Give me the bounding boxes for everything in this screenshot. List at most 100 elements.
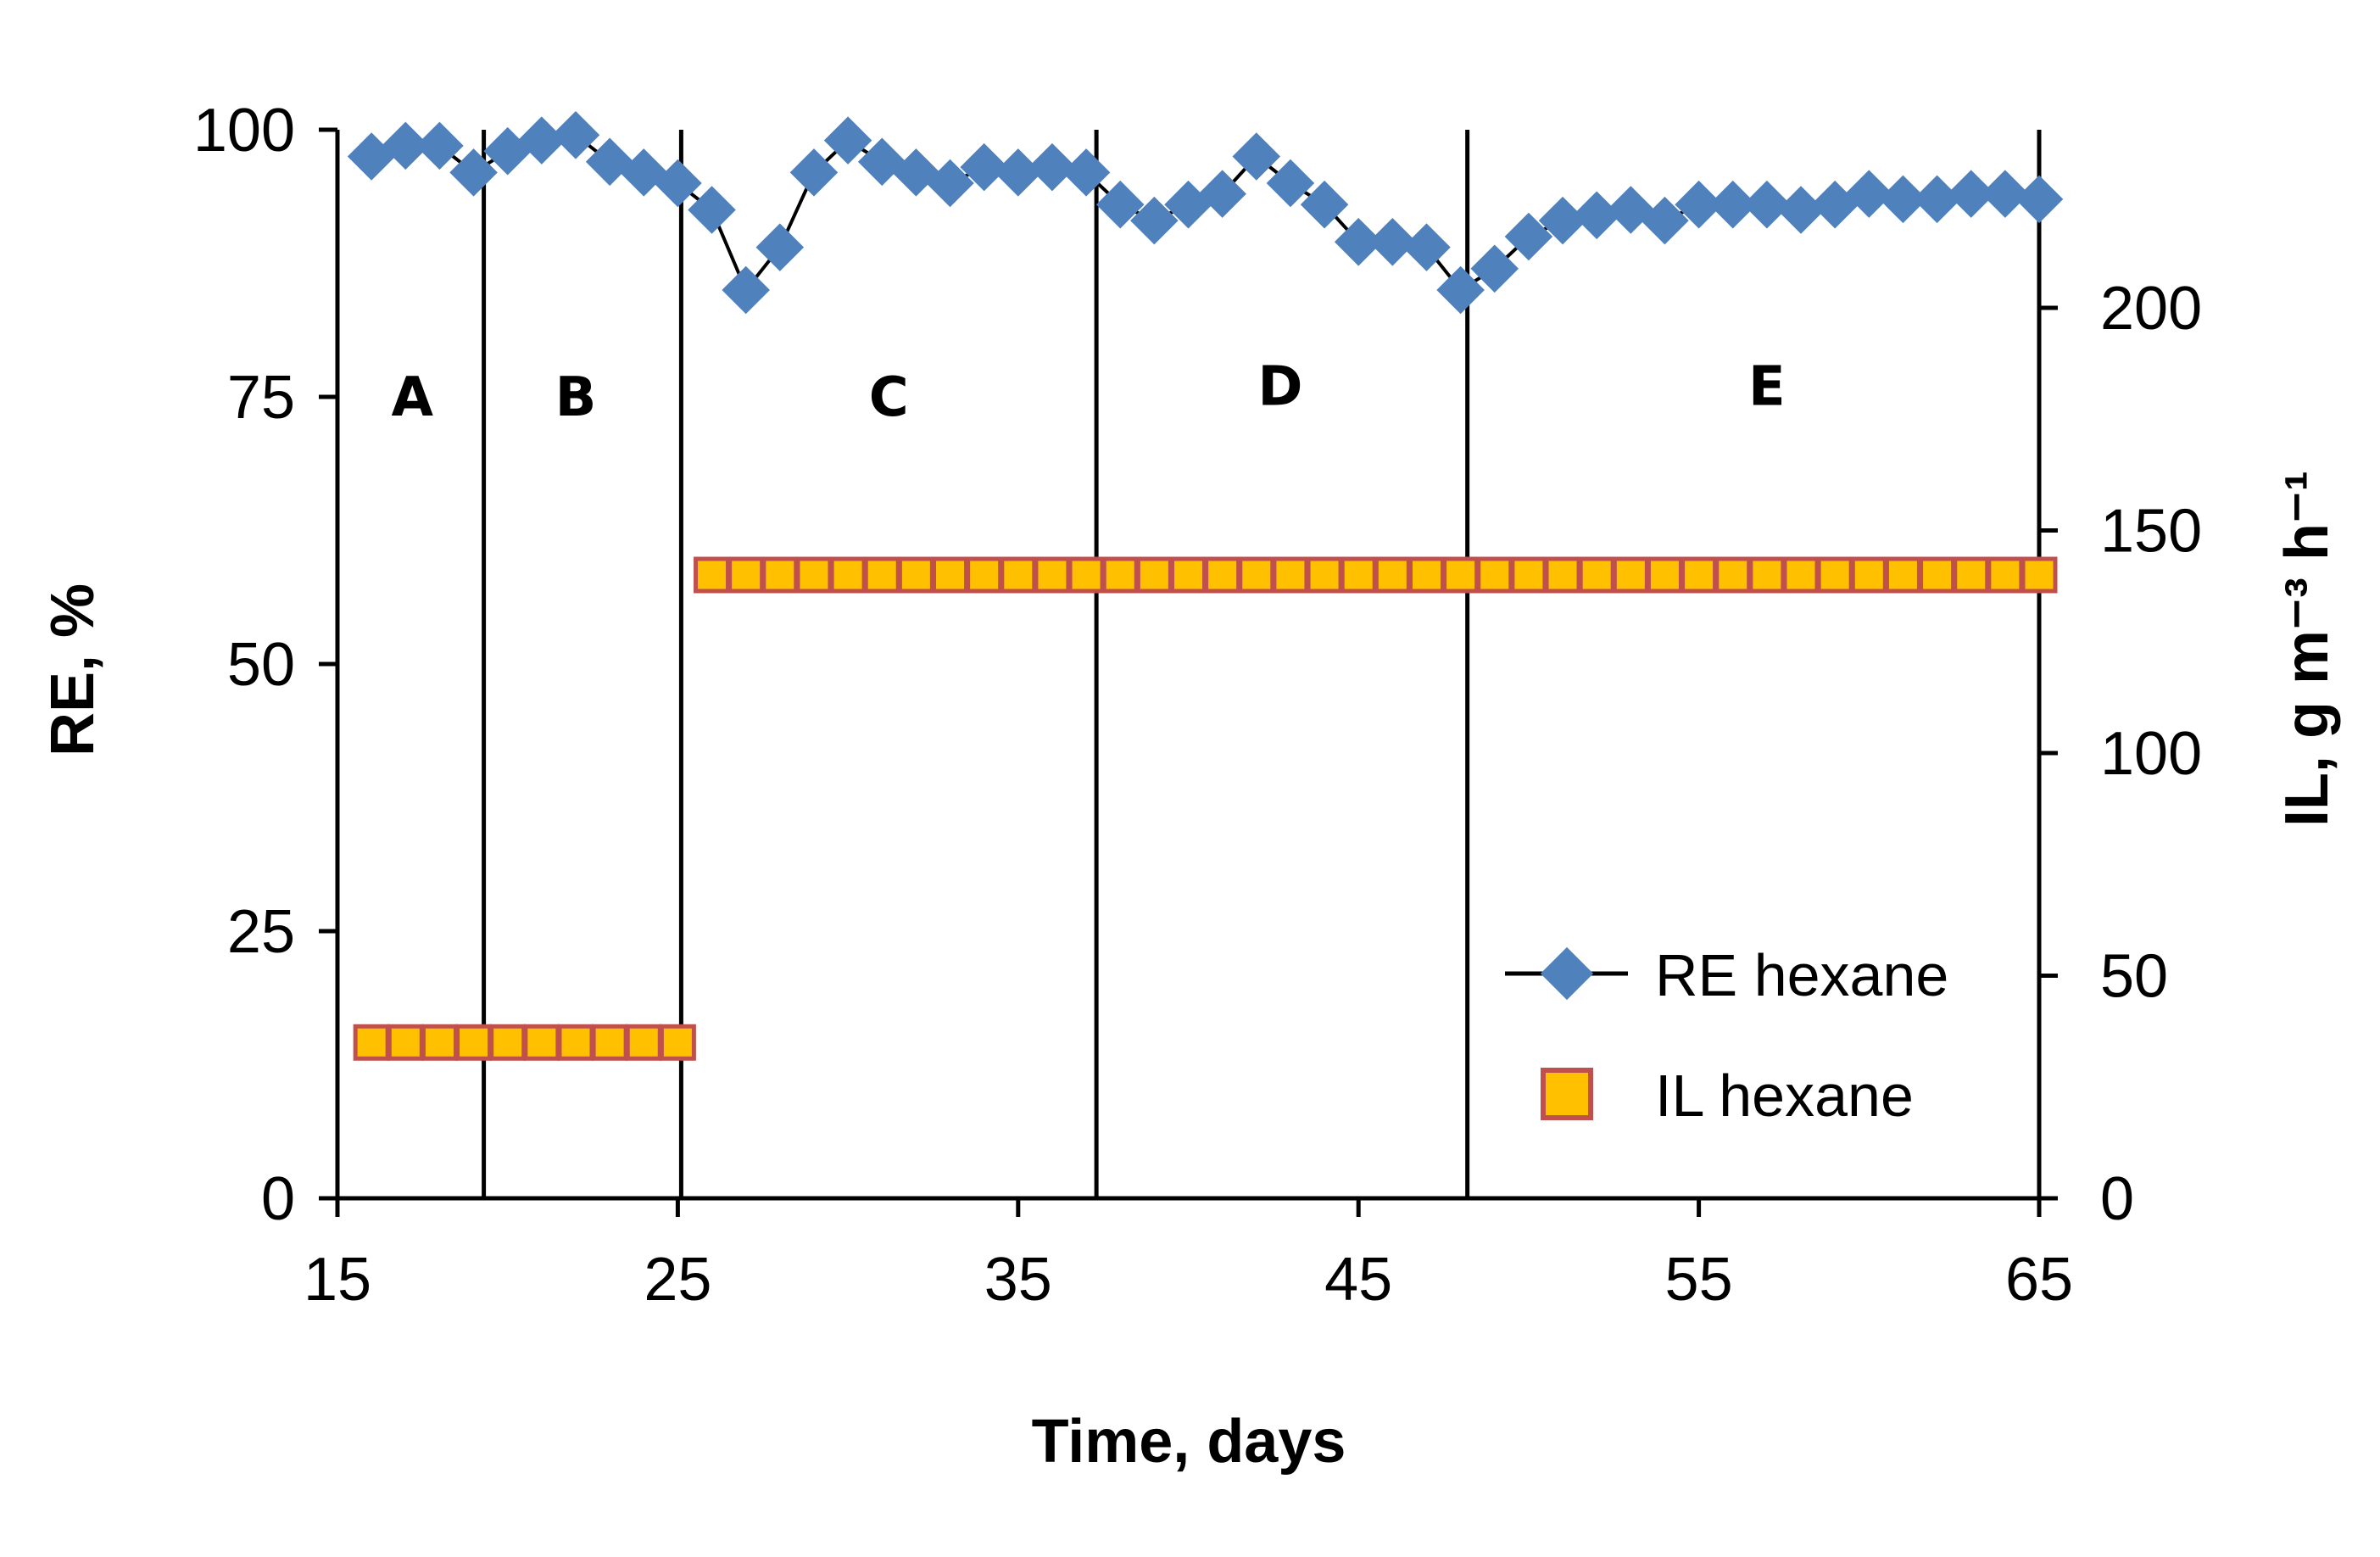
- re-point: [722, 265, 770, 315]
- il-point: [1578, 556, 1615, 594]
- re-point: [1300, 180, 1349, 229]
- re-point: [1845, 170, 1893, 218]
- il-point: [1374, 556, 1411, 594]
- il-point: [1850, 556, 1887, 594]
- y2-tick-label: 0: [2100, 1165, 2134, 1233]
- re-point: [1538, 196, 1587, 245]
- y-tick-label: 25: [227, 898, 295, 966]
- il-point: [1953, 556, 1990, 594]
- re-point: [1913, 175, 1961, 224]
- re-point: [1572, 191, 1621, 240]
- il-point: [795, 556, 833, 594]
- re-point: [1879, 175, 1927, 224]
- il-point: [727, 556, 765, 594]
- re-point: [1368, 218, 1417, 266]
- il-point: [1306, 556, 1343, 594]
- il-point: [1476, 556, 1513, 594]
- y2-axis-title: IL, g m⁻³ h⁻¹: [2273, 471, 2341, 827]
- il-point: [1442, 556, 1480, 594]
- il-point: [1238, 556, 1275, 594]
- phase-labels: A B C D E: [392, 355, 1786, 429]
- il-point: [897, 556, 934, 594]
- left-axis-ticks: 0 25 50 75 100: [193, 97, 337, 1233]
- il-point: [1680, 556, 1718, 594]
- il-point: [421, 1024, 458, 1061]
- x-axis-title: Time, days: [1032, 1408, 1346, 1476]
- il-point: [659, 1024, 696, 1061]
- il-point: [1067, 556, 1105, 594]
- phase-lines: [482, 130, 1470, 1198]
- il-point: [829, 556, 867, 594]
- series-il-hexane: [353, 556, 2058, 1061]
- re-point: [1708, 180, 1758, 229]
- re-point: [688, 186, 736, 234]
- x-tick-label: 25: [644, 1246, 711, 1314]
- re-point: [1266, 159, 1315, 208]
- il-point: [1782, 556, 1820, 594]
- legend: RE hexane IL hexane: [1505, 942, 1948, 1129]
- y2-tick-label: 200: [2100, 275, 2202, 343]
- phase-label-e: E: [1748, 355, 1786, 418]
- il-point: [1135, 556, 1173, 594]
- y2-tick-label: 50: [2100, 943, 2168, 1011]
- re-point: [926, 159, 974, 208]
- re-point: [415, 121, 464, 170]
- il-point: [1204, 556, 1241, 594]
- re-point: [1130, 196, 1179, 245]
- x-tick-label: 15: [304, 1246, 371, 1314]
- x-tick-label: 65: [2005, 1246, 2073, 1314]
- re-point: [2015, 175, 2064, 224]
- re-point: [1198, 170, 1246, 218]
- y-tick-label: 0: [261, 1165, 295, 1233]
- legend-re-marker: [1540, 946, 1594, 1001]
- y-axis-title: RE, %: [39, 583, 107, 756]
- il-point: [1101, 556, 1139, 594]
- il-point: [625, 1024, 662, 1061]
- legend-il-marker: [1541, 1068, 1593, 1120]
- legend-il-label: IL hexane: [1655, 1063, 1914, 1129]
- il-point: [1816, 556, 1853, 594]
- right-axis-ticks: 0 50 100 150 200: [2039, 275, 2202, 1233]
- re-point: [1095, 180, 1145, 229]
- phase-label-b: B: [555, 366, 597, 429]
- il-point: [966, 556, 1003, 594]
- re-point: [994, 148, 1043, 197]
- re-point: [551, 111, 600, 159]
- il-point: [353, 1024, 390, 1061]
- re-point: [1402, 223, 1451, 271]
- re-point: [1776, 186, 1825, 234]
- il-point: [932, 556, 969, 594]
- x-axis-ticks: 15 25 35 45 55 65: [304, 1198, 2073, 1314]
- re-point: [1470, 244, 1519, 293]
- il-point: [1748, 556, 1786, 594]
- il-point: [1272, 556, 1309, 594]
- x-tick-label: 35: [984, 1246, 1052, 1314]
- il-point: [557, 1024, 594, 1061]
- il-point: [1884, 556, 1921, 594]
- y-tick-label: 100: [193, 97, 295, 165]
- legend-re-label: RE hexane: [1655, 942, 1948, 1008]
- il-point: [1510, 556, 1547, 594]
- re-point: [1062, 148, 1111, 197]
- x-tick-label: 45: [1324, 1246, 1392, 1314]
- il-point: [1340, 556, 1377, 594]
- re-point: [1641, 196, 1689, 245]
- il-point: [387, 1024, 424, 1061]
- phase-label-a: A: [392, 366, 434, 429]
- il-point: [761, 556, 799, 594]
- il-point: [2020, 556, 2058, 594]
- re-point: [1028, 142, 1077, 192]
- il-point: [523, 1024, 560, 1061]
- re-point: [1504, 212, 1553, 261]
- re-point: [1981, 170, 2030, 218]
- il-point: [489, 1024, 527, 1061]
- x-tick-label: 55: [1665, 1246, 1733, 1314]
- il-point: [1612, 556, 1649, 594]
- il-point: [1646, 556, 1683, 594]
- il-point: [1170, 556, 1207, 594]
- re-point: [1947, 170, 1996, 218]
- il-point: [455, 1024, 493, 1061]
- re-point: [1675, 180, 1723, 229]
- il-point: [591, 1024, 628, 1061]
